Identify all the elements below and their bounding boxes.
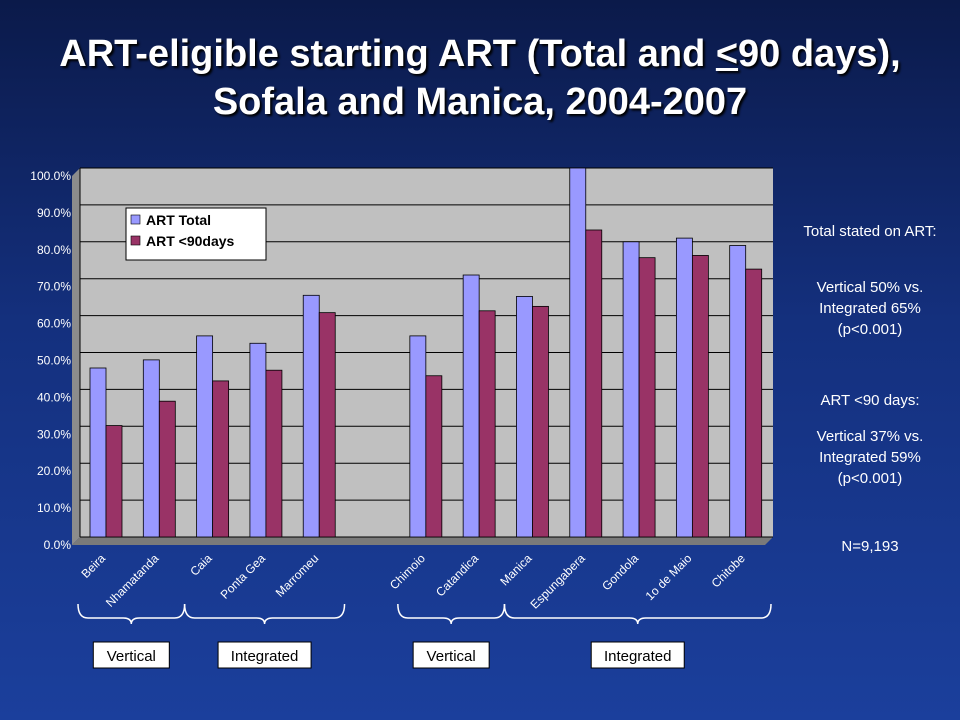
y-tick-label: 60.0% xyxy=(37,317,71,331)
group-label: Integrated xyxy=(231,648,299,665)
bar-art-90days xyxy=(265,369,283,538)
slide-title: ART-eligible starting ART (Total and <90… xyxy=(20,30,940,126)
x-tick-label: Nhamatanda xyxy=(103,551,162,610)
y-tick-label: 10.0% xyxy=(37,501,71,515)
bar-art-90days xyxy=(212,380,230,538)
x-tick-label: Catandica xyxy=(433,551,481,599)
bar-art-total xyxy=(249,342,267,538)
bar-art-90days xyxy=(691,255,709,538)
note-total-body: Vertical 50% vs. Integrated 65% (p<0.001… xyxy=(816,279,924,338)
note-n: N=9,193 xyxy=(841,538,899,555)
bar-art-total xyxy=(142,359,160,538)
bar-art-90days xyxy=(745,268,763,538)
y-tick-label: 90.0% xyxy=(37,206,71,220)
group-label-box xyxy=(92,641,170,669)
group-label: Integrated xyxy=(604,648,672,665)
bar-art-total xyxy=(302,294,320,538)
y-tick-label: 30.0% xyxy=(37,427,71,441)
bar-art-90days xyxy=(478,310,496,538)
legend-box xyxy=(125,207,267,261)
bar-art-90days xyxy=(638,257,656,538)
x-tick-label: Chitobe xyxy=(709,551,748,590)
bar-art-90days xyxy=(585,229,603,538)
bar-art-90days xyxy=(105,425,123,538)
x-tick-label: Espungabera xyxy=(528,551,589,612)
x-tick-label: Manica xyxy=(497,551,534,588)
note-days-head: ART <90 days: xyxy=(820,392,920,409)
group-brace xyxy=(77,603,186,625)
bar-art-total xyxy=(516,296,533,538)
title-part2: 90 days), Sofala and Manica, 2004-2007 xyxy=(212,33,901,123)
y-tick-label: 40.0% xyxy=(37,390,71,404)
x-tick-label: Ponta Gea xyxy=(218,551,269,602)
group-label-box xyxy=(412,641,490,669)
x-tick-label: Chimoio xyxy=(387,551,428,592)
title-lt: < xyxy=(715,33,739,75)
title-part1: ART-eligible starting ART (Total and xyxy=(59,33,716,75)
note-total-head: Total stated on ART: xyxy=(803,223,937,240)
y-tick-label: 0.0% xyxy=(44,538,72,552)
legend-label: ART Total xyxy=(146,212,211,228)
x-tick-label: Gondola xyxy=(599,551,641,593)
note-days-body: Vertical 37% vs. Integrated 59% (p<0.001… xyxy=(816,428,924,487)
group-label-box xyxy=(217,641,312,669)
plot-side-wall xyxy=(72,168,80,545)
bar-art-90days xyxy=(425,375,443,538)
bar-art-total xyxy=(675,237,693,538)
bar-art-total xyxy=(622,241,640,538)
bar-art-90days xyxy=(158,400,176,538)
x-tick-label: Beira xyxy=(78,551,108,581)
y-tick-label: 20.0% xyxy=(37,464,71,478)
x-tick-label: Caia xyxy=(187,551,215,579)
group-label-box xyxy=(590,641,685,669)
bar-art-90days xyxy=(532,305,549,538)
bar-art-90days xyxy=(318,312,336,538)
legend-swatch xyxy=(130,214,141,225)
legend-label: ART <90days xyxy=(146,233,235,249)
x-tick-label: Marromeu xyxy=(273,551,322,600)
group-brace xyxy=(503,603,772,625)
bar-art-total xyxy=(729,245,747,538)
y-tick-label: 80.0% xyxy=(37,243,71,257)
x-tick-label: 1o de Maio xyxy=(643,551,695,603)
y-tick-label: 70.0% xyxy=(37,280,71,294)
bar-art-total xyxy=(569,167,587,538)
bar-art-total xyxy=(89,367,107,538)
group-label: Vertical xyxy=(107,648,156,665)
group-label: Vertical xyxy=(427,648,476,665)
bar-art-total xyxy=(196,335,214,538)
y-tick-label: 100.0% xyxy=(30,169,71,183)
plot-floor xyxy=(72,537,773,545)
bar-art-total xyxy=(462,274,480,538)
bar-art-total xyxy=(409,335,427,538)
group-brace xyxy=(397,603,506,625)
legend-swatch xyxy=(130,235,141,246)
group-brace xyxy=(183,603,346,625)
y-tick-label: 50.0% xyxy=(37,354,71,368)
